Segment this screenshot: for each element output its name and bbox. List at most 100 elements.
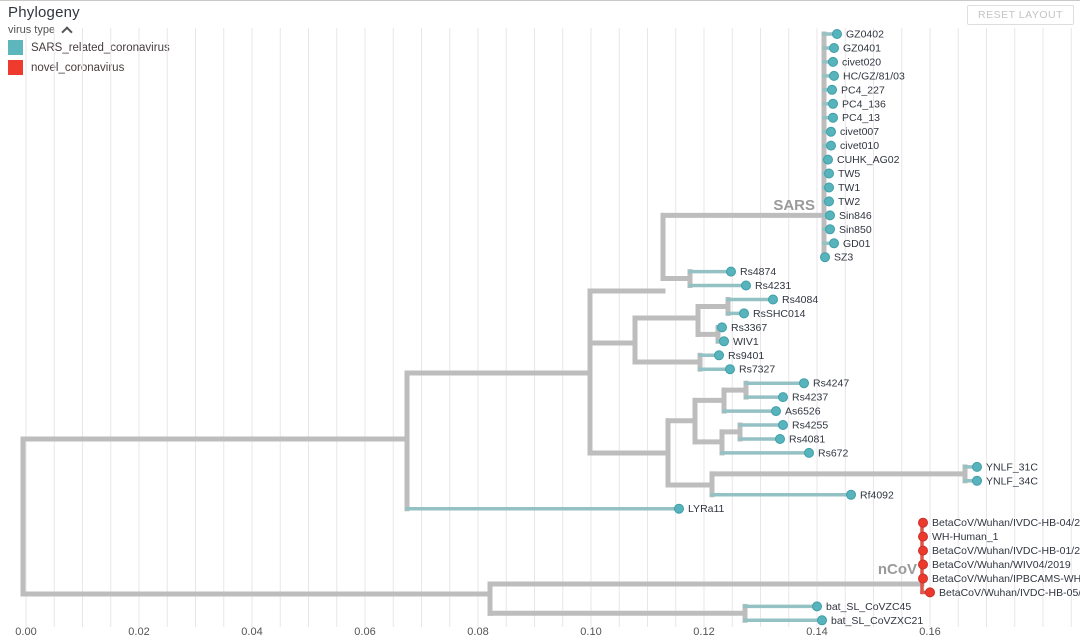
tip-node[interactable] <box>826 126 836 137</box>
tip-node[interactable] <box>714 350 724 361</box>
tip-node[interactable] <box>824 182 834 193</box>
legend-swatch-teal <box>8 40 23 55</box>
tip-node[interactable] <box>918 531 928 542</box>
tip-label: Rs4255 <box>792 420 828 432</box>
tip-label: Rs4237 <box>792 392 828 404</box>
tip-node[interactable] <box>824 168 834 179</box>
axis-tick-label: 0.14 <box>806 626 827 638</box>
clade-label-ncov: nCoV <box>878 561 917 578</box>
tip-node[interactable] <box>825 224 835 235</box>
tip-node[interactable] <box>726 266 736 277</box>
tip-label: SZ3 <box>834 252 853 264</box>
tip-node[interactable] <box>674 503 684 514</box>
tip-node[interactable] <box>820 252 830 263</box>
tip-label: Rs672 <box>818 447 849 459</box>
tip-label: HC/GZ/81/03 <box>843 70 905 82</box>
tip-node[interactable] <box>846 489 856 500</box>
tip-node[interactable] <box>918 559 928 570</box>
tip-node[interactable] <box>972 475 982 486</box>
tip-label: Rs4081 <box>789 434 825 446</box>
tip-label: civet010 <box>840 140 879 152</box>
tip-node[interactable] <box>829 238 839 249</box>
tip-label: PC4_136 <box>842 98 886 110</box>
tip-node[interactable] <box>817 615 827 626</box>
tip-label: GD01 <box>843 238 871 250</box>
tip-label: RsSHC014 <box>753 308 806 320</box>
tip-node[interactable] <box>918 573 928 584</box>
tip-node[interactable] <box>918 545 928 556</box>
tip-label: BetaCoV/Wuhan/IVDC-HB-04/2020 <box>932 517 1080 529</box>
tip-node[interactable] <box>804 447 814 458</box>
tip-label: civet007 <box>840 126 879 138</box>
legend-item-label: SARS_related_coronavirus <box>31 41 170 54</box>
tip-label: Rs4231 <box>755 280 791 292</box>
tip-node[interactable] <box>829 43 839 53</box>
tip-node[interactable] <box>717 322 727 333</box>
tip-node[interactable] <box>826 140 836 151</box>
tip-node[interactable] <box>823 154 833 165</box>
legend-swatch-red <box>8 60 23 75</box>
tip-node[interactable] <box>741 280 751 291</box>
legend-title[interactable]: virus type <box>8 24 170 38</box>
tip-label: bat_SL_CoVZC45 <box>826 601 911 613</box>
tip-node[interactable] <box>828 98 838 109</box>
tip-label: TW1 <box>838 182 860 194</box>
tip-node[interactable] <box>832 29 842 39</box>
tip-node[interactable] <box>925 587 935 598</box>
tip-node[interactable] <box>719 336 729 347</box>
tip-label: YNLF_34C <box>986 475 1038 487</box>
tip-node[interactable] <box>775 434 785 444</box>
tip-label: Rs4084 <box>782 294 818 306</box>
tip-node[interactable] <box>828 112 838 123</box>
tip-node[interactable] <box>778 392 788 403</box>
tip-label: YNLF_31C <box>986 461 1038 473</box>
tip-node[interactable] <box>725 364 735 375</box>
axis-tick-label: 0.16 <box>919 626 940 638</box>
clade-label-sars: SARS <box>773 197 815 214</box>
tip-label: WH-Human_1 <box>932 531 999 543</box>
axis-tick-label: 0.12 <box>693 626 714 638</box>
tip-label: bat_SL_CoVZXC21 <box>831 615 923 627</box>
axis-tick-label: 0.08 <box>467 626 488 638</box>
tip-node[interactable] <box>768 294 778 305</box>
axis-tick-label: 0.06 <box>354 626 375 638</box>
tip-node[interactable] <box>799 378 809 389</box>
tip-label: BetaCoV/Wuhan/WIV04/2019 <box>932 559 1071 571</box>
tip-node[interactable] <box>812 601 822 612</box>
tip-label: Rs4247 <box>813 378 849 390</box>
tip-node[interactable] <box>739 308 749 319</box>
tip-label: GZ0401 <box>843 43 881 55</box>
page-title: Phylogeny <box>8 4 80 21</box>
tip-label: Sin846 <box>839 210 872 222</box>
reset-layout-button[interactable]: RESET LAYOUT <box>967 5 1074 25</box>
tip-label: TW5 <box>838 168 860 180</box>
tip-label: WIV1 <box>733 336 759 348</box>
tip-label: Rf4092 <box>860 489 894 501</box>
tip-label: PC4_227 <box>841 84 885 96</box>
axis-tick-label: 0.02 <box>128 626 149 638</box>
tip-node[interactable] <box>828 56 838 67</box>
tip-node[interactable] <box>824 196 834 207</box>
tip-label: Rs9401 <box>728 350 764 362</box>
tip-label: Rs7327 <box>739 364 775 376</box>
legend-item-sars-related[interactable]: SARS_related_coronavirus <box>8 39 170 56</box>
tip-node[interactable] <box>827 84 837 95</box>
axis-tick-label: 0.00 <box>15 626 36 638</box>
tip-node[interactable] <box>778 420 788 430</box>
tip-label: GZ0402 <box>846 29 884 41</box>
tip-node[interactable] <box>771 406 781 417</box>
tip-node[interactable] <box>829 70 839 81</box>
tip-label: LYRa11 <box>688 503 725 515</box>
tip-node[interactable] <box>825 210 835 221</box>
axis-tick-label: 0.10 <box>580 626 601 638</box>
tip-label: BetaCoV/Wuhan/IPBCAMS-WH-01/2 <box>932 573 1080 585</box>
tip-node[interactable] <box>972 461 982 472</box>
tip-label: BetaCoV/Wuhan/IVDC-HB-05/2019 <box>939 587 1080 599</box>
tip-label: As6526 <box>785 406 821 418</box>
tip-label: civet020 <box>842 56 881 68</box>
panel-top-border <box>0 0 1080 1</box>
tip-node[interactable] <box>918 517 928 528</box>
tip-label: TW2 <box>838 196 860 208</box>
